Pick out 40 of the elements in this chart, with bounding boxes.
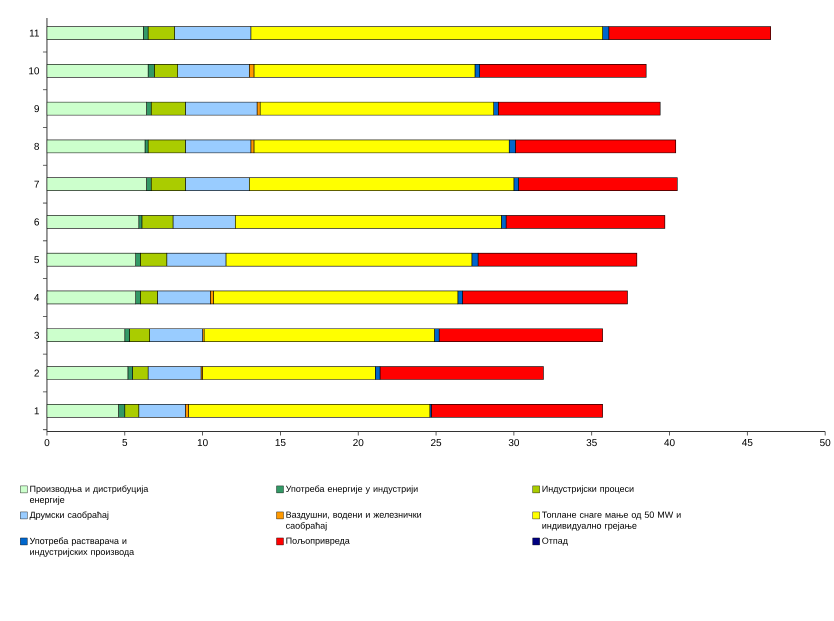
y-tick-label: 4 [34, 294, 40, 301]
bar [518, 177, 678, 191]
y-tick-label: 3 [34, 332, 40, 339]
x-tick-label: 35 [586, 438, 597, 446]
legend-label: Употреба енергије у индустрији [286, 485, 418, 494]
y-tick-label: 11 [30, 29, 39, 36]
legend-label: Ваздушни, водени и железнички саобраћај [286, 511, 422, 530]
x-tick-label: 50 [820, 438, 830, 446]
legend-label: Пољопривреда [286, 537, 350, 546]
x-tick-label: 40 [664, 438, 675, 446]
x-tick-label: 15 [276, 438, 286, 446]
x-tick-label: 0 [44, 438, 50, 446]
y-tick-label: 7 [34, 180, 39, 188]
legend-label: Друмски саобраћај [30, 511, 108, 520]
bar [46, 214, 140, 229]
bar [380, 366, 544, 380]
legend-label: Топлане снаге мање од 50 MW и индивидуално грејање [542, 511, 681, 530]
y-tick-label: 5 [34, 256, 40, 263]
x-tick-label: 25 [431, 438, 442, 446]
legend-label: Отпад [542, 537, 568, 546]
bar [506, 214, 666, 229]
legend-label: Употреба растварача и индустријских производа [30, 537, 134, 557]
legend-label: Производња и дистрибуција енергије [30, 485, 148, 505]
x-tick-label: 10 [198, 438, 208, 446]
bar [438, 328, 603, 342]
x-tick-label: 45 [742, 438, 752, 446]
x-tick-label: 20 [353, 438, 364, 446]
x-tick-label: 30 [508, 438, 520, 446]
bar [479, 64, 646, 78]
legend-label: Индустријски процеси [542, 485, 634, 494]
x-tick-label: 5 [122, 438, 128, 446]
y-tick-label: 8 [34, 142, 40, 150]
y-tick-label: 6 [34, 218, 40, 226]
y-tick-label: 9 [34, 104, 39, 112]
bar [46, 139, 146, 154]
bar [462, 290, 628, 304]
bar [498, 102, 660, 116]
y-tick-label: 2 [34, 369, 39, 376]
y-tick-label: 10 [29, 67, 40, 74]
y-tick-label: 1 [34, 407, 39, 414]
